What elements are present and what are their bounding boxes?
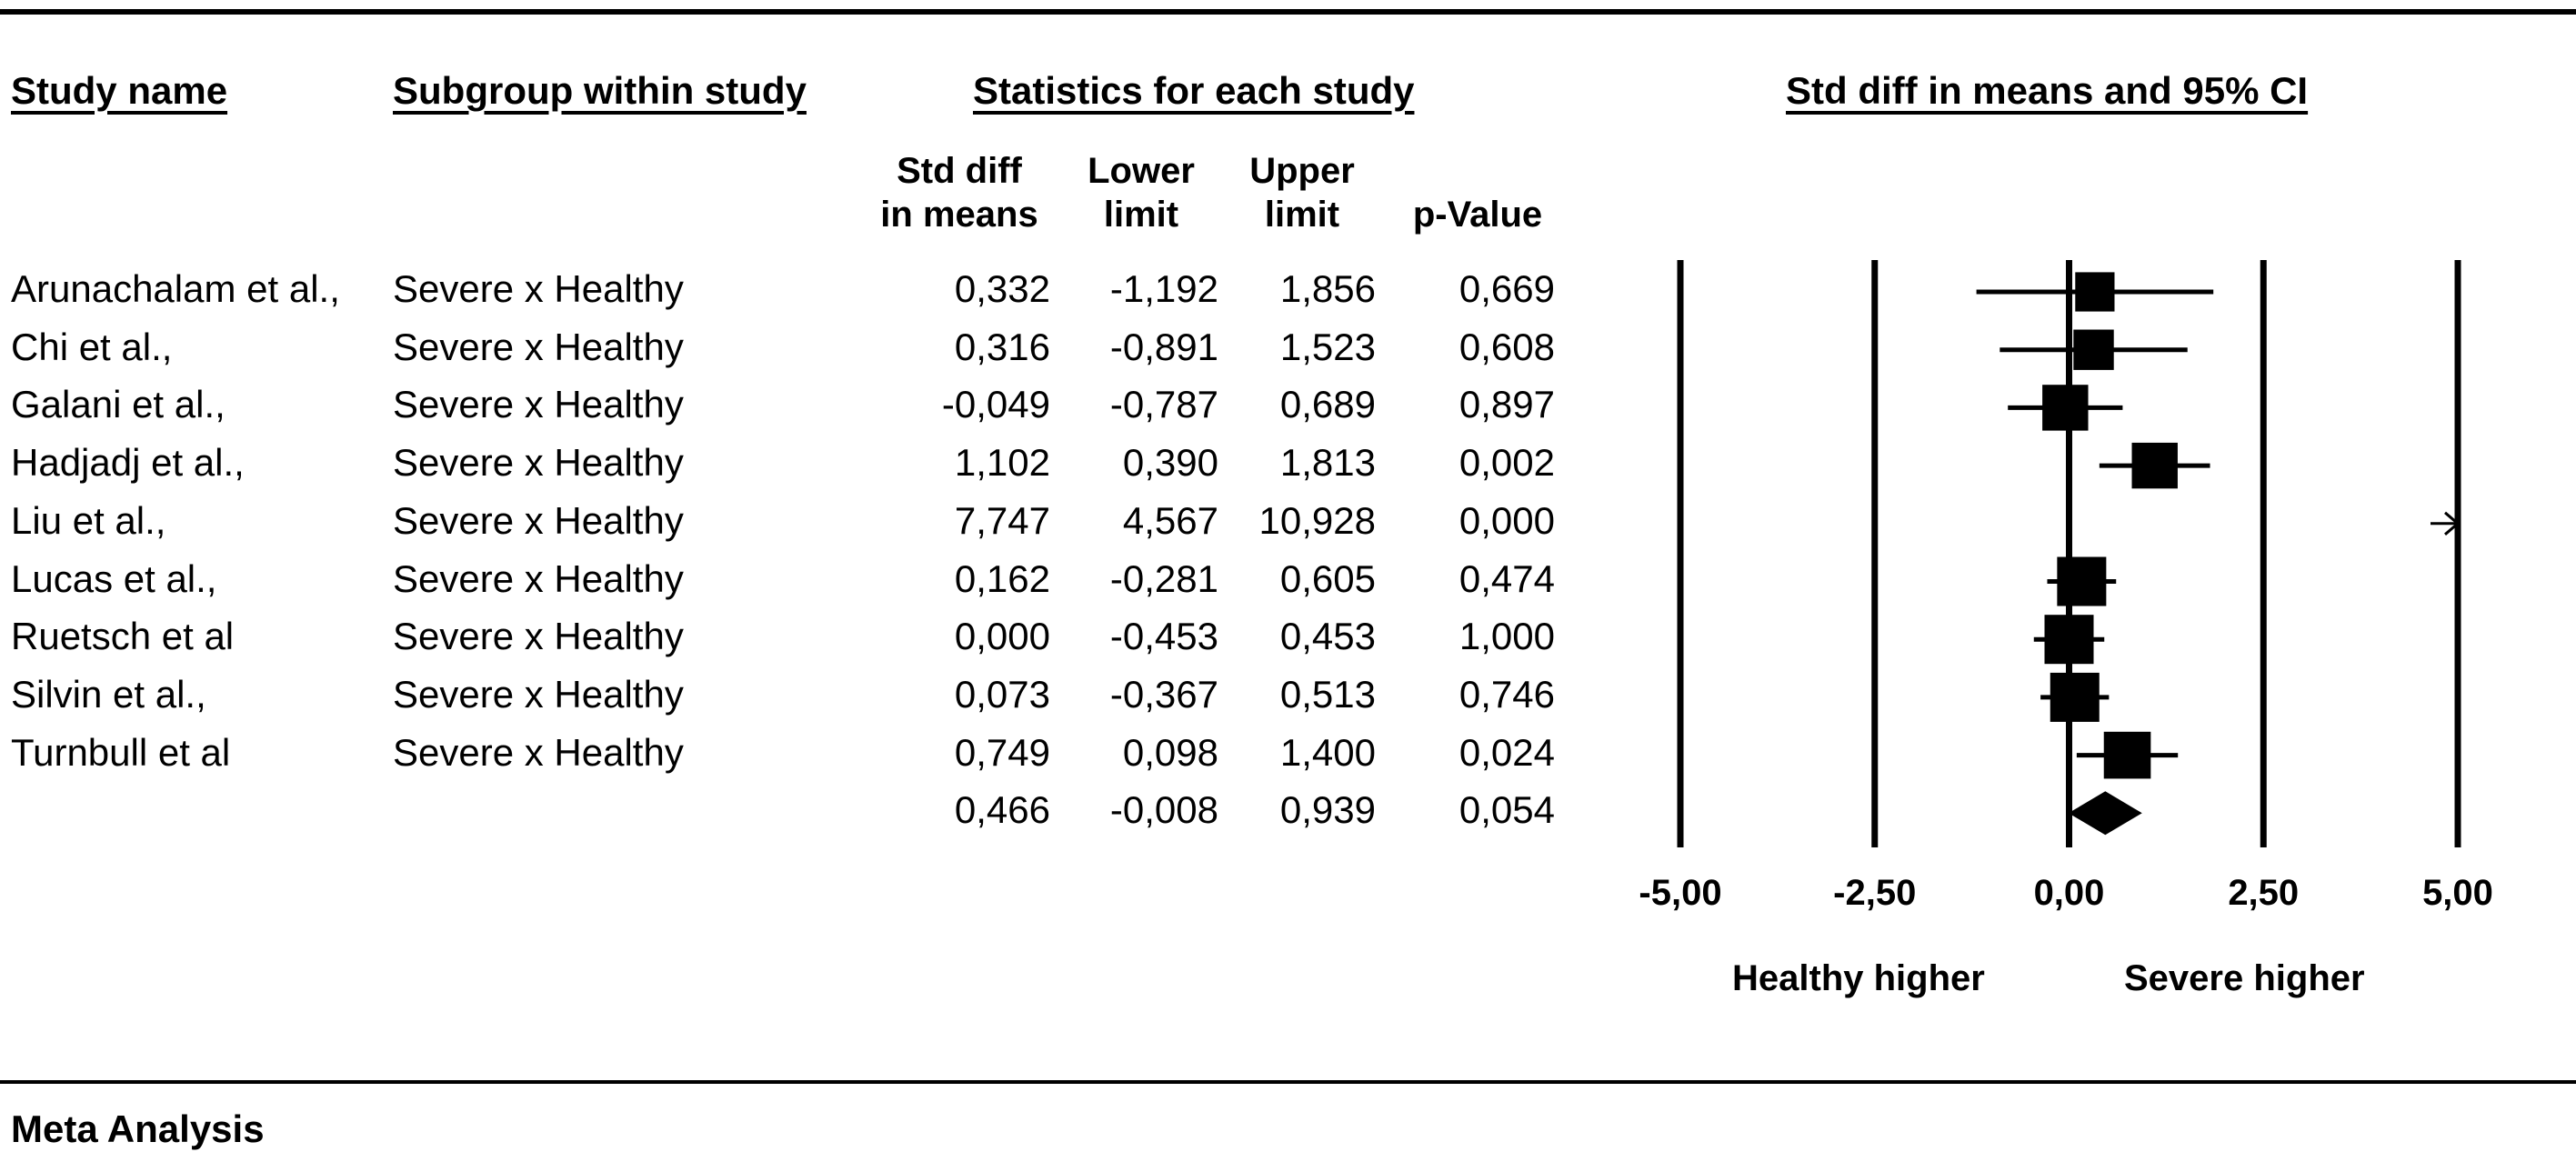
lower-limit-cell: 0,098 [1122, 730, 1218, 774]
tick-label-1: -2,50 [1833, 873, 1916, 913]
col-std-diff: Std diff in means [880, 151, 1038, 235]
upper-limit-cell: 0,689 [1279, 383, 1376, 426]
p-value-cell: 0,002 [1458, 441, 1555, 485]
effect-marker-6 [2044, 615, 2094, 665]
std-diff-cell: 0,316 [954, 325, 1050, 368]
bottom-rule [0, 1080, 2576, 1084]
study-name-cell: Ruetsch et al [11, 615, 235, 658]
lower-limit-cell: -0,367 [1109, 672, 1218, 716]
p-value-cell: 0,000 [1458, 498, 1555, 542]
tick-label-2: 0,00 [2034, 873, 2105, 913]
lower-limit-cell: -0,281 [1109, 556, 1218, 600]
subgroup-cell: Severe x Healthy [393, 615, 684, 658]
effect-marker-3 [2131, 442, 2178, 489]
summary-p-value-cell: 0,054 [1458, 788, 1555, 832]
col-lower: Lower limit [1088, 151, 1195, 235]
lower-limit-cell: -1,192 [1109, 267, 1218, 310]
lower-limit-cell: -0,891 [1109, 325, 1218, 368]
std-diff-cell: 0,162 [954, 556, 1050, 600]
axis-label-healthy-higher: Healthy higher [1732, 958, 1985, 998]
effect-marker-7 [2050, 672, 2100, 722]
col-upper: Upper limit [1249, 151, 1355, 235]
col-p-value: p-Value [1412, 195, 1543, 235]
lower-limit-cell: -0,787 [1109, 383, 1218, 426]
subgroup-cell: Severe x Healthy [393, 383, 684, 426]
std-diff-cell: 0,332 [954, 267, 1050, 310]
tick-label-0: -5,00 [1639, 873, 1721, 913]
tick-label-4: 5,00 [2422, 873, 2493, 913]
upper-limit-cell: 10,928 [1258, 498, 1376, 542]
p-value-cell: 0,746 [1458, 672, 1555, 716]
study-name-cell: Silvin et al., [11, 672, 206, 716]
p-value-cell: 0,897 [1458, 383, 1555, 426]
subgroup-cell: Severe x Healthy [393, 325, 684, 368]
std-diff-cell: 7,747 [954, 498, 1050, 542]
effect-marker-2 [2042, 385, 2089, 431]
study-name-cell: Liu et al., [11, 498, 166, 542]
upper-limit-cell: 0,513 [1279, 672, 1376, 716]
header-ci: Std diff in means and 95% CI [1786, 69, 2309, 112]
subgroup-cell: Severe x Healthy [393, 672, 684, 716]
off-scale-arrow-4 [2444, 511, 2461, 536]
std-diff-cell: 0,000 [954, 615, 1050, 658]
summary-std-diff-cell: 0,466 [954, 788, 1050, 832]
top-rule [0, 9, 2576, 15]
p-value-cell: 1,000 [1458, 615, 1555, 658]
summary-upper-limit-cell: 0,939 [1279, 788, 1376, 832]
upper-limit-cell: 1,856 [1279, 267, 1376, 310]
subgroup-cell: Severe x Healthy [393, 498, 684, 542]
upper-limit-cell: 0,453 [1279, 615, 1376, 658]
subgroup-cell: Severe x Healthy [393, 730, 684, 774]
effect-marker-8 [2103, 731, 2151, 779]
study-name-cell: Chi et al., [11, 325, 173, 368]
std-diff-cell: 0,749 [954, 730, 1050, 774]
p-value-cell: 0,474 [1458, 556, 1555, 600]
lower-limit-cell: 0,390 [1122, 441, 1218, 485]
study-name-cell: Turnbull et al [11, 730, 231, 774]
study-name-cell: Lucas et al., [11, 556, 217, 600]
study-name-cell: Arunachalam et al., [11, 267, 340, 310]
effect-marker-1 [2073, 329, 2114, 370]
std-diff-cell: 1,102 [954, 441, 1050, 485]
upper-limit-cell: 0,605 [1279, 556, 1376, 600]
p-value-cell: 0,669 [1458, 267, 1555, 310]
subgroup-cell: Severe x Healthy [393, 556, 684, 600]
upper-limit-cell: 1,523 [1279, 325, 1376, 368]
axis-label-severe-higher: Severe higher [2124, 958, 2365, 998]
study-name-cell: Galani et al., [11, 383, 226, 426]
footer-title: Meta Analysis [11, 1107, 265, 1150]
p-value-cell: 0,024 [1458, 730, 1555, 774]
summary-lower-limit-cell: -0,008 [1109, 788, 1218, 832]
lower-limit-cell: -0,453 [1109, 615, 1218, 658]
subgroup-cell: Severe x Healthy [393, 267, 684, 310]
p-value-cell: 0,608 [1458, 325, 1555, 368]
std-diff-cell: 0,073 [954, 672, 1050, 716]
tick-label-3: 2,50 [2228, 873, 2299, 913]
header-study-name: Study name [11, 69, 228, 112]
effect-marker-0 [2075, 272, 2115, 312]
lower-limit-cell: 4,567 [1122, 498, 1218, 542]
subgroup-cell: Severe x Healthy [393, 441, 684, 485]
header-subgroup: Subgroup within study [393, 69, 807, 112]
upper-limit-cell: 1,813 [1279, 441, 1376, 485]
header-statistics: Statistics for each study [973, 69, 1415, 112]
effect-marker-5 [2057, 556, 2107, 606]
std-diff-cell: -0,049 [941, 383, 1050, 426]
summary-diamond [2068, 791, 2142, 836]
upper-limit-cell: 1,400 [1279, 730, 1376, 774]
study-name-cell: Hadjadj et al., [11, 441, 245, 485]
